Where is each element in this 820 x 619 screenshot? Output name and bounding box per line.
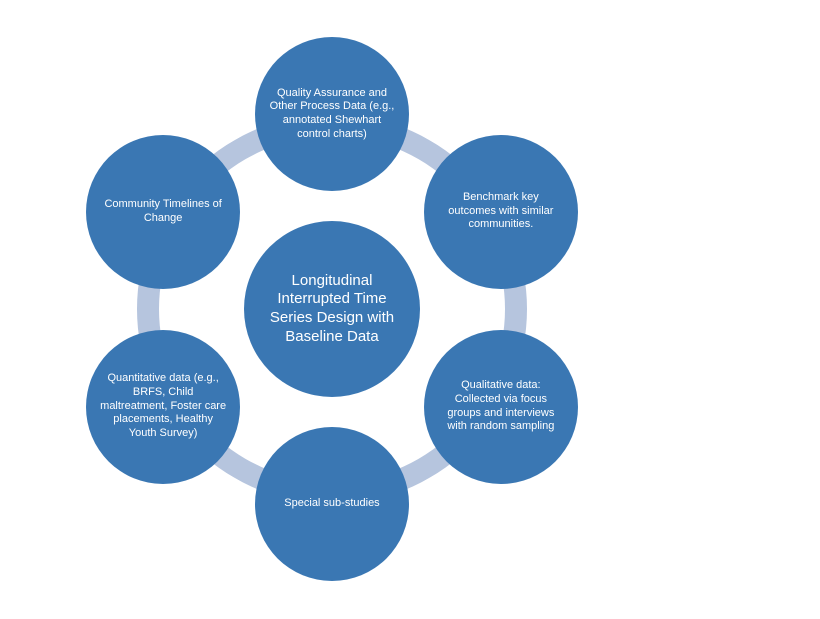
outer-node-label: Quantitative data (e.g., BRFS, Child mal… [100, 372, 226, 441]
outer-node-label: Benchmark key outcomes with similar comm… [438, 191, 564, 232]
outer-node: Special sub-studies [255, 427, 409, 581]
outer-node: Qualitative data: Collected via focus gr… [424, 330, 578, 484]
center-node: Longitudinal Interrupted Time Series Des… [244, 221, 420, 397]
outer-node-label: Community Timelines of Change [100, 198, 226, 226]
diagram-stage: Longitudinal Interrupted Time Series Des… [0, 0, 820, 619]
outer-node: Quality Assurance and Other Process Data… [255, 37, 409, 191]
outer-node-label: Special sub-studies [269, 497, 395, 511]
outer-node-label: Quality Assurance and Other Process Data… [269, 87, 395, 142]
outer-node: Community Timelines of Change [86, 135, 240, 289]
outer-node-label: Qualitative data: Collected via focus gr… [438, 379, 564, 434]
outer-node: Benchmark key outcomes with similar comm… [424, 135, 578, 289]
center-node-label: Longitudinal Interrupted Time Series Des… [258, 272, 406, 347]
outer-node: Quantitative data (e.g., BRFS, Child mal… [86, 330, 240, 484]
